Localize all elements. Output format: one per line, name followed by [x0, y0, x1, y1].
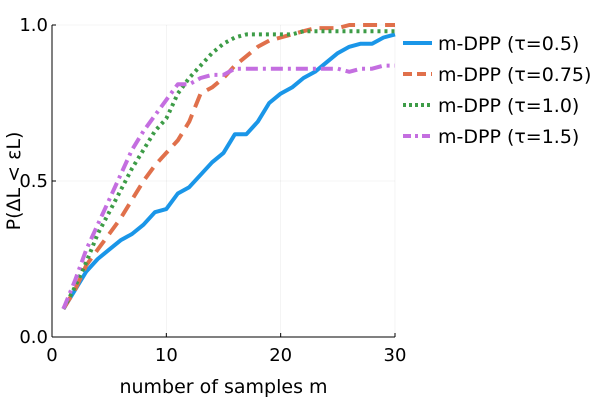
x-tick-label: 20	[269, 345, 292, 366]
series-line-2	[61, 23, 395, 310]
series-line-3	[61, 29, 395, 310]
legend: m-DPP (τ=0.5) m-DPP (τ=0.75) m-DPP (τ=1.0)…	[403, 33, 591, 148]
y-axis-label: P(ΔL < εL)	[3, 132, 25, 231]
legend-label-1: m-DPP (τ=0.5)	[438, 33, 579, 55]
series-line-4	[61, 63, 395, 310]
x-axis-label: number of samples m	[119, 376, 327, 398]
y-tick-label: 0.0	[19, 327, 48, 348]
grid	[51, 24, 396, 338]
y-tick-label: 0.5	[19, 171, 48, 192]
x-tick-label: 10	[155, 345, 178, 366]
legend-label-2: m-DPP (τ=0.75)	[438, 64, 591, 86]
legend-label-4: m-DPP (τ=1.5)	[438, 126, 579, 148]
series-line-1	[61, 32, 396, 310]
y-tick-label: 1.0	[19, 15, 48, 36]
legend-label-3: m-DPP (τ=1.0)	[438, 95, 579, 117]
x-tick-label: 30	[384, 345, 407, 366]
series-lines	[61, 23, 396, 310]
tick-labels: 0 10 20 30 0.0 0.5 1.0	[19, 15, 406, 366]
x-tick-label: 0	[46, 345, 57, 366]
